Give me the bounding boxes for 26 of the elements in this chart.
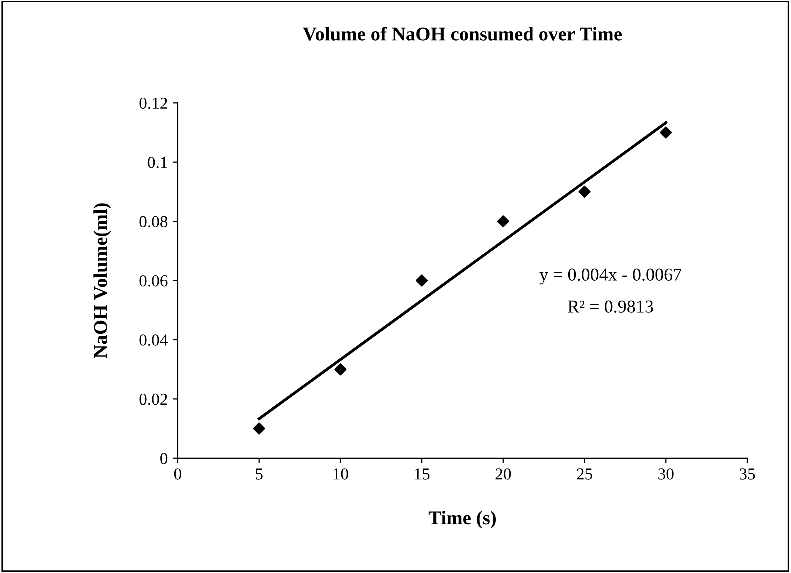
annotation: R² = 0.9813 xyxy=(568,300,654,313)
point xyxy=(334,364,347,376)
x-tick-label: 0 xyxy=(174,468,182,480)
y-tick-label: 0.04 xyxy=(140,334,168,346)
x-tick-label: 20 xyxy=(496,468,512,480)
point xyxy=(416,274,428,287)
y-tick-label: 0.08 xyxy=(140,216,168,228)
point xyxy=(497,215,510,228)
x-tick-label: 35 xyxy=(740,468,756,480)
annotation: y = 0.004x - 0.0067 xyxy=(540,268,682,285)
x-tick-label: 30 xyxy=(658,468,674,480)
x-tick-label: 15 xyxy=(415,468,430,480)
y-tick-label: 0 xyxy=(160,453,168,464)
y-tick-label: 0.06 xyxy=(140,275,168,287)
x-axis-title: Time (s) xyxy=(428,511,496,529)
y-tick-label: 0.12 xyxy=(140,98,168,110)
y-tick-label: 0.02 xyxy=(140,394,168,406)
point xyxy=(660,126,672,139)
y-tick-label: 0.1 xyxy=(148,157,168,168)
x-tick-label: 25 xyxy=(577,468,592,480)
point xyxy=(578,186,591,198)
y-axis-title: NaOH Volume(ml) xyxy=(94,204,112,358)
point xyxy=(253,422,266,435)
x-tick-label: 5 xyxy=(256,468,263,480)
chart-title: Volume of NaOH consumed over Time xyxy=(303,26,622,41)
x-tick-label: 10 xyxy=(334,468,348,480)
